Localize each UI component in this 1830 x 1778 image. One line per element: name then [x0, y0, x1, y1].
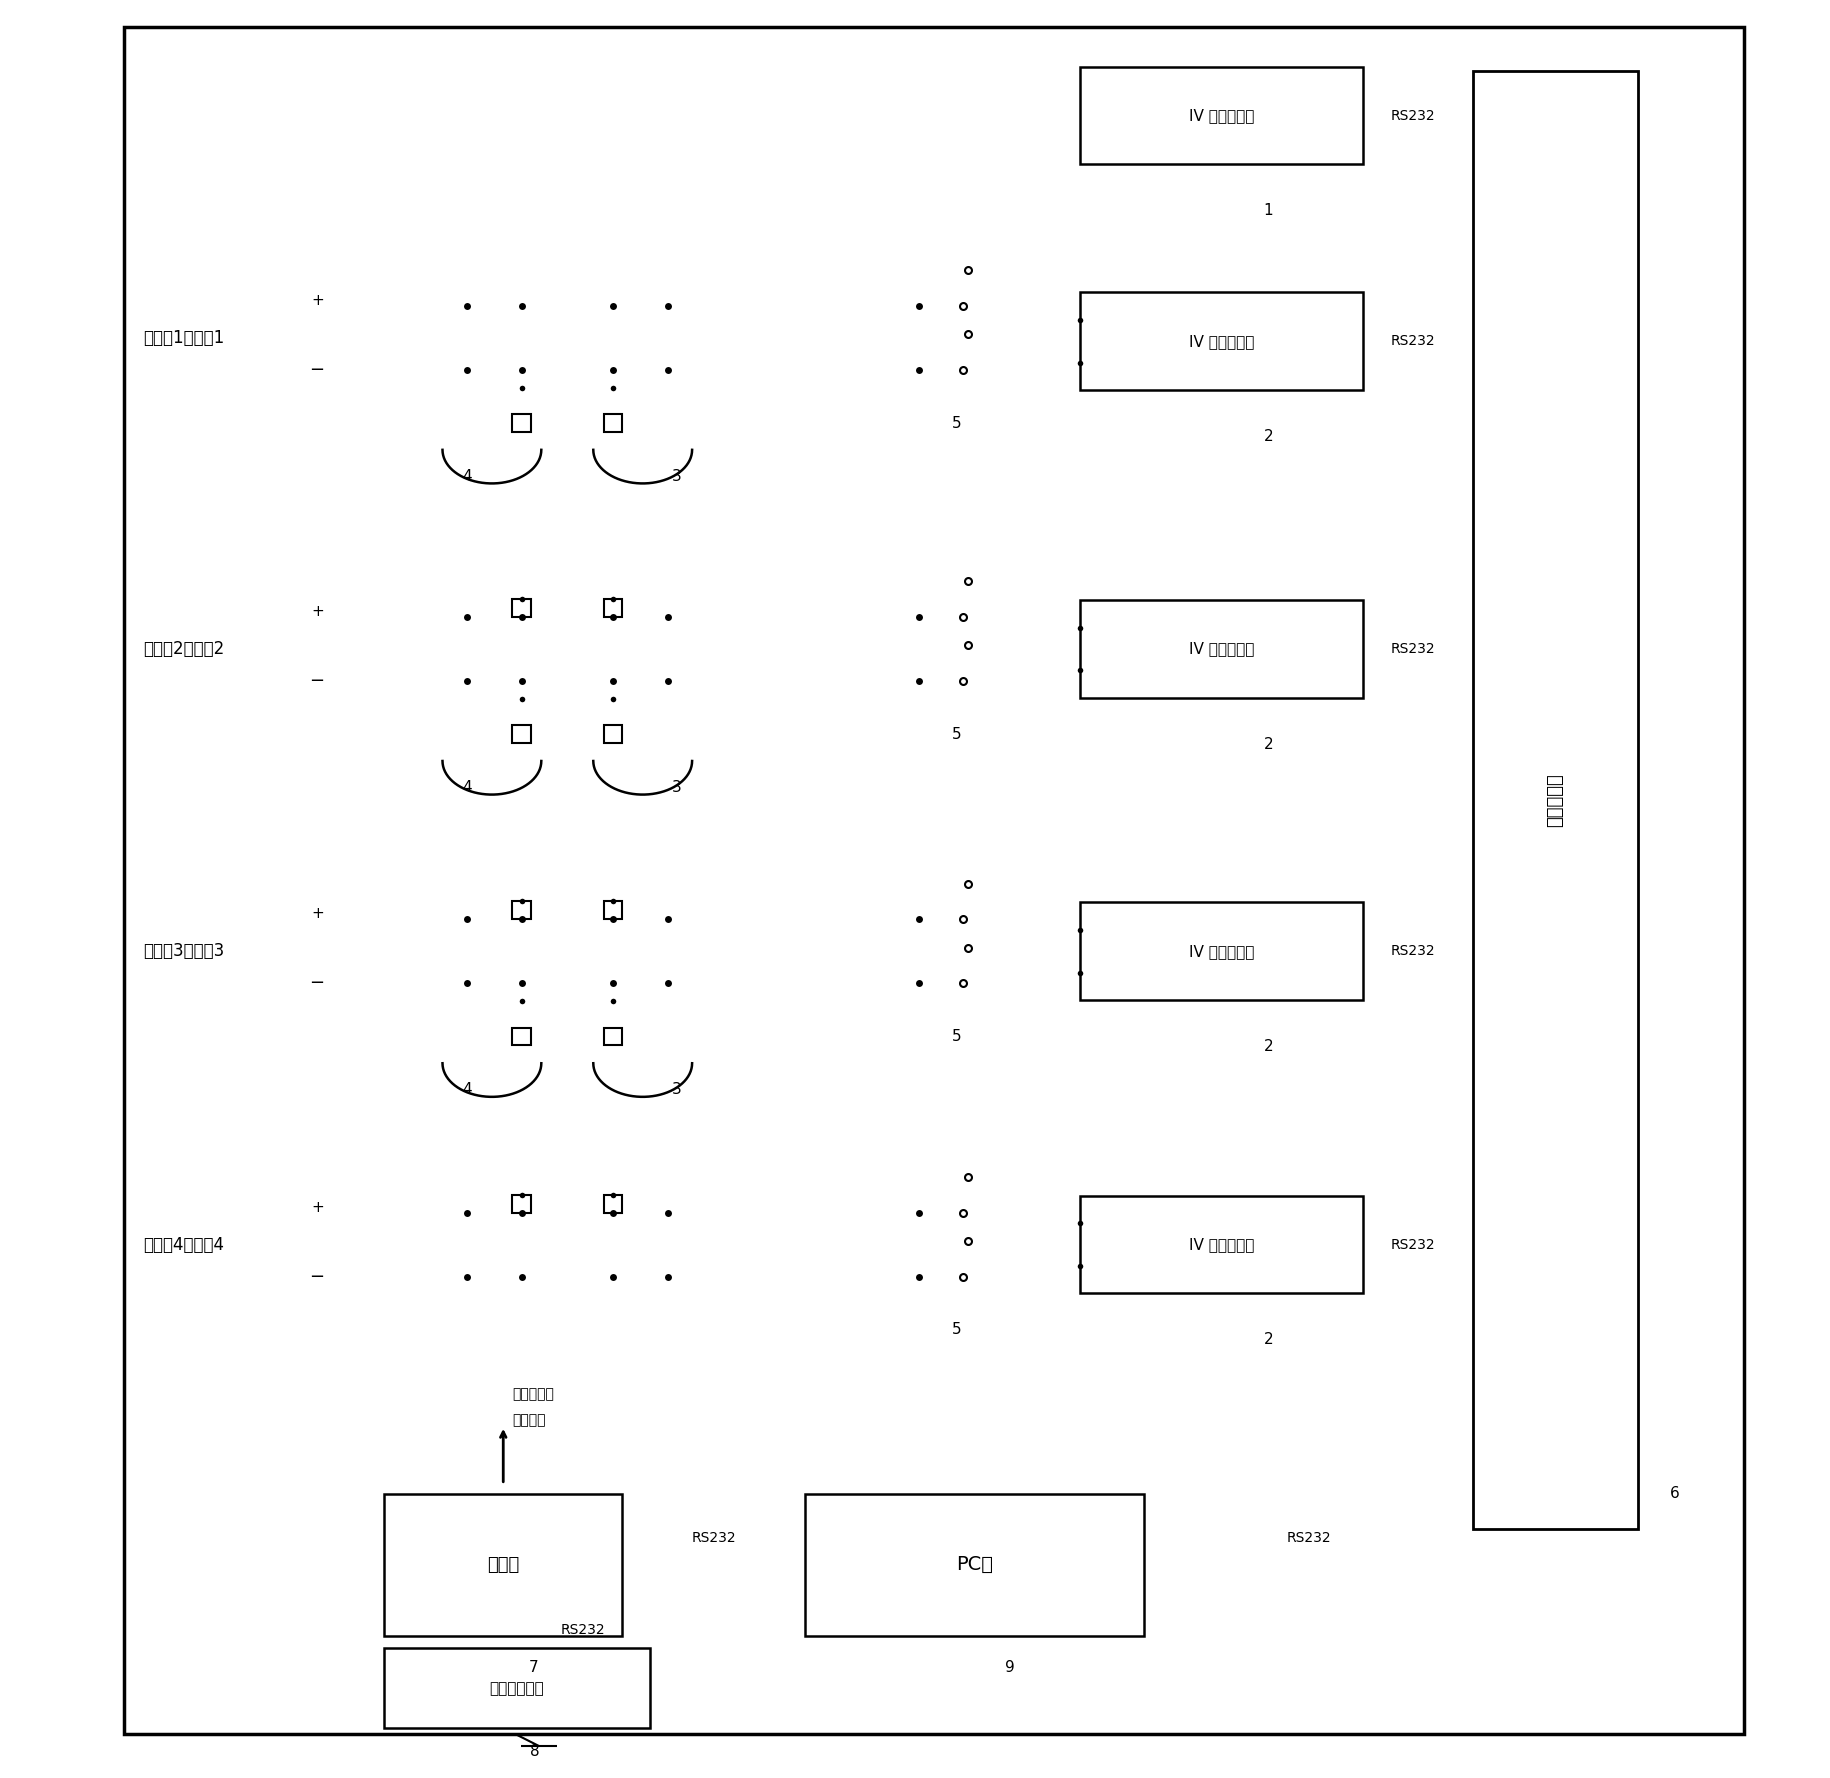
Text: RS232: RS232 [1391, 642, 1435, 656]
Text: RS232: RS232 [1391, 108, 1435, 123]
Text: +: + [311, 605, 324, 619]
Text: −: − [309, 974, 324, 992]
Bar [604, 1028, 622, 1045]
Text: +: + [311, 293, 324, 308]
Bar [512, 1028, 531, 1045]
Text: 接组件2或组串2: 接组件2或组串2 [143, 640, 223, 658]
Bar [512, 599, 531, 617]
Text: 4: 4 [461, 1083, 472, 1097]
Text: 太阳辐照度计: 太阳辐照度计 [490, 1680, 544, 1696]
Text: RS232: RS232 [692, 1531, 736, 1545]
Text: 2: 2 [1263, 1332, 1274, 1348]
Text: RS232: RS232 [1391, 1237, 1435, 1252]
Bar [1080, 599, 1363, 697]
Bar [512, 414, 531, 432]
Bar [1080, 1197, 1363, 1294]
Text: RS232: RS232 [562, 1623, 606, 1638]
Bar [805, 1494, 1144, 1636]
Text: +: + [311, 1200, 324, 1214]
Text: 3: 3 [672, 781, 683, 795]
Text: 3: 3 [672, 469, 683, 484]
Bar [512, 725, 531, 743]
Text: 5: 5 [952, 727, 961, 741]
Bar [604, 599, 622, 617]
Text: IV 曲线测试板: IV 曲线测试板 [1190, 944, 1254, 958]
Text: 控制板: 控制板 [487, 1556, 520, 1574]
Text: 控制继电器: 控制继电器 [512, 1387, 554, 1401]
Text: −: − [309, 361, 324, 379]
Text: 2: 2 [1263, 736, 1274, 752]
Text: 2: 2 [1263, 1038, 1274, 1054]
Bar [604, 414, 622, 432]
Text: IV 曲线测试板: IV 曲线测试板 [1190, 334, 1254, 348]
Text: RS232: RS232 [1391, 944, 1435, 958]
Bar [512, 1195, 531, 1213]
Bar [1080, 903, 1363, 999]
Bar [604, 1195, 622, 1213]
Text: 5: 5 [952, 416, 961, 430]
Bar [512, 901, 531, 919]
Text: PC机: PC机 [955, 1556, 994, 1574]
Text: 7: 7 [529, 1661, 538, 1675]
Text: RS232: RS232 [1391, 334, 1435, 348]
Text: 9: 9 [1005, 1661, 1014, 1675]
Text: IV 曲线测试板: IV 曲线测试板 [1190, 1237, 1254, 1252]
Bar [384, 1648, 650, 1728]
Bar [1473, 71, 1638, 1529]
Text: 接组件3或组串3: 接组件3或组串3 [143, 942, 223, 960]
Text: 2: 2 [1263, 428, 1274, 444]
Text: −: − [309, 1268, 324, 1285]
Text: RS232: RS232 [1286, 1531, 1330, 1545]
Bar [384, 1494, 622, 1636]
Bar [604, 901, 622, 919]
Text: 4: 4 [461, 781, 472, 795]
Text: 接组件1或组串1: 接组件1或组串1 [143, 329, 223, 347]
Text: 控制信号: 控制信号 [512, 1414, 545, 1428]
Text: −: − [309, 672, 324, 690]
Text: 接口转换板: 接口转换板 [1546, 773, 1565, 827]
Text: 5: 5 [952, 1323, 961, 1337]
Text: 8: 8 [531, 1744, 540, 1758]
Text: 1: 1 [1263, 203, 1274, 219]
Text: IV 曲线测试板: IV 曲线测试板 [1190, 108, 1254, 123]
Bar [604, 725, 622, 743]
Text: 5: 5 [952, 1029, 961, 1044]
Bar [124, 27, 1744, 1734]
Text: 6: 6 [1669, 1486, 1680, 1501]
Bar [1080, 66, 1363, 165]
Bar [1080, 292, 1363, 389]
Text: +: + [311, 907, 324, 921]
Text: IV 曲线测试板: IV 曲线测试板 [1190, 642, 1254, 656]
Text: 接组件4或组串4: 接组件4或组串4 [143, 1236, 223, 1253]
Text: 4: 4 [461, 469, 472, 484]
Text: 3: 3 [672, 1083, 683, 1097]
